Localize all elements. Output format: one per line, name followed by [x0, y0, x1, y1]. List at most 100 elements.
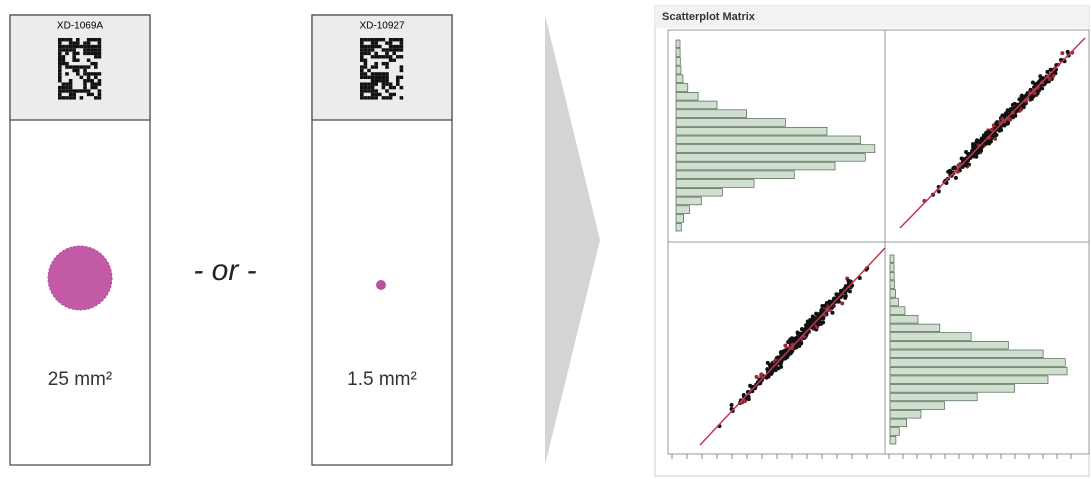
scatter-dot — [975, 150, 980, 155]
qr-module — [370, 82, 375, 86]
qr-module — [76, 89, 80, 93]
qr-module — [58, 55, 62, 59]
qr-module — [94, 75, 98, 80]
qr-module — [83, 48, 87, 52]
slide-id: XD-10927 — [359, 21, 404, 32]
qr-module — [86, 38, 91, 42]
qr-module — [65, 38, 69, 42]
qr-module — [86, 65, 91, 69]
qr-module — [360, 58, 364, 62]
qr-module — [360, 85, 364, 90]
qr-module — [374, 96, 378, 100]
histogram-bar — [889, 263, 895, 272]
histogram-bar — [889, 375, 1049, 384]
scatter-dot — [789, 336, 794, 341]
qr-module — [370, 41, 375, 45]
qr-module — [68, 92, 73, 97]
qr-module — [381, 72, 386, 76]
qr-module — [65, 48, 69, 52]
qr-module — [97, 79, 102, 83]
tissue-spot — [48, 246, 112, 310]
qr-module — [79, 75, 84, 80]
qr-module — [360, 75, 364, 80]
qr-module — [370, 75, 375, 80]
qr-module — [363, 51, 368, 56]
scatter-dot — [987, 130, 992, 135]
qr-module — [97, 38, 102, 42]
qr-module — [94, 51, 98, 56]
qr-module — [94, 85, 98, 90]
qr-module — [65, 82, 69, 86]
tissue-texture — [47, 245, 113, 311]
qr-module — [363, 58, 368, 62]
scatter-dot — [1028, 87, 1033, 92]
qr-module — [360, 82, 364, 86]
qr-module — [385, 61, 389, 66]
histogram-bar — [675, 170, 795, 179]
qr-module — [65, 89, 69, 93]
qr-module — [58, 75, 62, 80]
panel-header — [655, 6, 1089, 28]
qr-module — [378, 38, 382, 42]
qr-module — [363, 72, 368, 76]
scatter-dot — [993, 136, 998, 141]
scatter-dot — [1045, 69, 1050, 74]
qr-module — [58, 48, 62, 52]
scatter-dot — [779, 364, 784, 369]
qr-module — [94, 44, 98, 49]
qr-module — [392, 92, 396, 97]
scatter-dot — [964, 163, 969, 168]
qr-module — [399, 65, 404, 69]
separator: - or - — [193, 254, 256, 287]
qr-module — [83, 51, 87, 56]
histogram-bar — [675, 118, 786, 127]
scatter-dot — [973, 143, 978, 148]
qr-module — [90, 51, 94, 56]
qr-module — [68, 48, 73, 52]
qr-module — [58, 85, 62, 90]
qr-module — [385, 51, 389, 56]
histogram-bar — [675, 135, 861, 145]
qr-module — [399, 55, 404, 59]
qr-module — [399, 38, 404, 42]
qr-module — [370, 96, 375, 100]
slide-id: XD-1069A — [57, 21, 103, 32]
histogram-bar — [889, 436, 897, 445]
histogram-bar — [675, 65, 682, 75]
qr-module — [94, 55, 98, 59]
scatter-dot — [857, 276, 862, 281]
histogram-bar — [889, 349, 1044, 358]
qr-module — [90, 48, 94, 52]
qr-module — [72, 41, 76, 45]
qr-module — [79, 89, 84, 93]
panel-title: Scatterplot Matrix — [662, 11, 756, 23]
histogram-bar — [889, 332, 972, 341]
qr-module — [61, 44, 66, 49]
qr-module — [76, 44, 80, 49]
qr-module — [83, 89, 87, 93]
qr-module — [381, 48, 386, 52]
qr-module — [385, 72, 389, 76]
qr-module — [392, 48, 396, 52]
scatter-dot — [1017, 97, 1022, 102]
qr-module — [83, 82, 87, 86]
qr-module — [363, 85, 368, 90]
qr-module — [97, 48, 102, 52]
qr-module — [68, 44, 73, 49]
qr-module — [363, 61, 368, 66]
histogram-bar — [889, 384, 1015, 393]
qr-module — [363, 89, 368, 93]
qr-module — [367, 48, 371, 52]
qr-module — [367, 44, 371, 49]
histogram-bar — [889, 392, 978, 402]
scatter-dot — [978, 140, 983, 145]
qr-module — [58, 68, 62, 73]
scatter-dot — [781, 349, 786, 354]
qr-module — [72, 68, 76, 73]
scatter-dot — [788, 351, 793, 356]
qr-module — [381, 38, 386, 42]
scatter-dot — [964, 149, 969, 154]
qr-module — [381, 85, 386, 90]
scatter-dot — [793, 336, 798, 341]
qr-module — [381, 79, 386, 83]
